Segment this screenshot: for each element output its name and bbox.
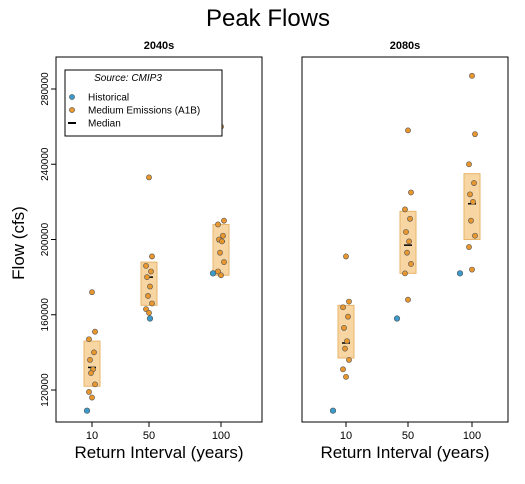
a1b-point — [472, 232, 478, 239]
legend-box — [64, 69, 223, 137]
range-box — [212, 223, 230, 276]
a1b-point — [468, 217, 474, 224]
a1b-point — [343, 373, 349, 380]
legend-marker-historical — [69, 94, 75, 100]
a1b-point — [343, 253, 349, 260]
panel-title: 2040s — [144, 40, 175, 52]
y-tick-label: 160000 — [40, 298, 51, 332]
a1b-point — [466, 244, 472, 250]
historical-point — [146, 315, 154, 322]
y-tick-label: 200000 — [40, 222, 51, 256]
plot-frame — [301, 56, 509, 423]
legend-item-label: Medium Emissions (A1B) — [88, 106, 200, 117]
y-tick-label: 120000 — [40, 373, 51, 407]
x-tick-label: 50 — [143, 430, 155, 442]
x-axis-label: Return Interval (years) — [74, 443, 243, 462]
a1b-point — [344, 338, 350, 344]
historical-point — [209, 270, 217, 277]
historical-point — [393, 315, 401, 322]
a1b-point — [469, 266, 475, 273]
x-axis-label: Return Interval (years) — [320, 443, 489, 462]
y-tick-label: 240000 — [40, 147, 51, 181]
a1b-point — [346, 298, 352, 305]
a1b-point — [472, 131, 478, 138]
a1b-point — [346, 357, 352, 363]
y-axis-label: Flow (cfs) — [9, 206, 28, 280]
range-box — [140, 261, 158, 306]
x-tick-label: 100 — [212, 430, 230, 442]
a1b-point — [342, 345, 348, 352]
x-tick-label: 50 — [402, 430, 414, 442]
a1b-point — [340, 366, 346, 373]
a1b-point — [470, 198, 476, 205]
x-tick-label: 10 — [86, 430, 98, 442]
a1b-point — [471, 180, 477, 186]
legend-title: Source: CMIP3 — [94, 73, 162, 84]
historical-point — [456, 270, 464, 277]
a1b-point — [146, 309, 152, 316]
a1b-point — [402, 270, 408, 277]
a1b-point — [149, 253, 155, 260]
a1b-point — [345, 313, 351, 320]
a1b-point — [215, 221, 221, 228]
a1b-point — [145, 293, 151, 299]
a1b-point — [148, 268, 154, 275]
a1b-point — [406, 238, 412, 245]
historical-point — [329, 407, 337, 414]
a1b-point — [408, 261, 414, 267]
a1b-point — [92, 328, 98, 335]
a1b-point — [86, 336, 92, 343]
a1b-point — [221, 259, 227, 265]
a1b-point — [86, 388, 92, 395]
a1b-point — [341, 325, 347, 331]
range-box — [83, 340, 101, 387]
a1b-point — [402, 206, 408, 213]
a1b-point — [144, 274, 150, 281]
a1b-point — [147, 283, 153, 290]
a1b-point — [404, 249, 410, 256]
a1b-point — [87, 357, 93, 363]
a1b-point — [89, 289, 95, 296]
a1b-point — [403, 229, 409, 235]
a1b-point — [143, 262, 149, 269]
y-tick-label: 280000 — [40, 72, 51, 106]
x-tick-label: 100 — [463, 430, 481, 442]
a1b-point — [405, 127, 411, 134]
a1b-point — [408, 189, 414, 196]
a1b-point — [219, 238, 225, 245]
a1b-point — [469, 72, 475, 79]
historical-point — [83, 407, 91, 414]
a1b-point — [218, 272, 224, 279]
a1b-point — [340, 304, 346, 311]
a1b-point — [221, 217, 227, 224]
a1b-point — [467, 191, 473, 198]
panel-title: 2080s — [390, 40, 421, 52]
range-box — [463, 173, 481, 241]
legend-marker-a1b — [69, 107, 75, 113]
a1b-point — [407, 215, 413, 222]
a1b-point — [149, 300, 155, 307]
a1b-point — [91, 349, 97, 356]
a1b-point — [405, 296, 411, 303]
legend-item-label: Median — [88, 119, 121, 130]
a1b-point — [220, 232, 226, 239]
a1b-point — [88, 370, 94, 376]
a1b-point — [143, 306, 149, 313]
a1b-point — [92, 381, 98, 388]
a1b-point — [146, 174, 152, 181]
plot-panels: 2040s 120000 160000 200000 240000 280000 10 50 1… — [40, 40, 509, 462]
panel-2040s: 2040s 120000 160000 200000 240000 280000 10 50 1… — [40, 40, 263, 462]
a1b-point — [217, 249, 223, 256]
legend: Source: CMIP3 Historical Medium Emissions … — [64, 69, 223, 137]
x-tick-label: 10 — [340, 430, 352, 442]
figure-title: Peak Flows — [206, 5, 330, 32]
legend-item-label: Historical — [88, 93, 129, 104]
a1b-point — [89, 394, 95, 401]
a1b-point — [466, 161, 472, 168]
